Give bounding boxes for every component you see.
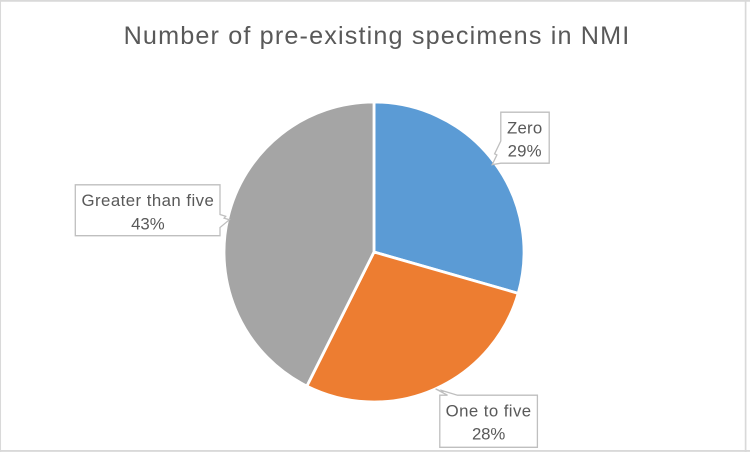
svg-text:29%: 29% [508,142,542,161]
svg-text:Number of pre-existing specime: Number of pre-existing specimens in NMI [124,22,631,50]
svg-text:One to five: One to five [446,402,532,421]
svg-text:Zero: Zero [507,119,543,138]
svg-text:43%: 43% [131,214,165,233]
svg-text:28%: 28% [472,425,505,444]
svg-text:Greater than five: Greater than five [81,191,214,210]
